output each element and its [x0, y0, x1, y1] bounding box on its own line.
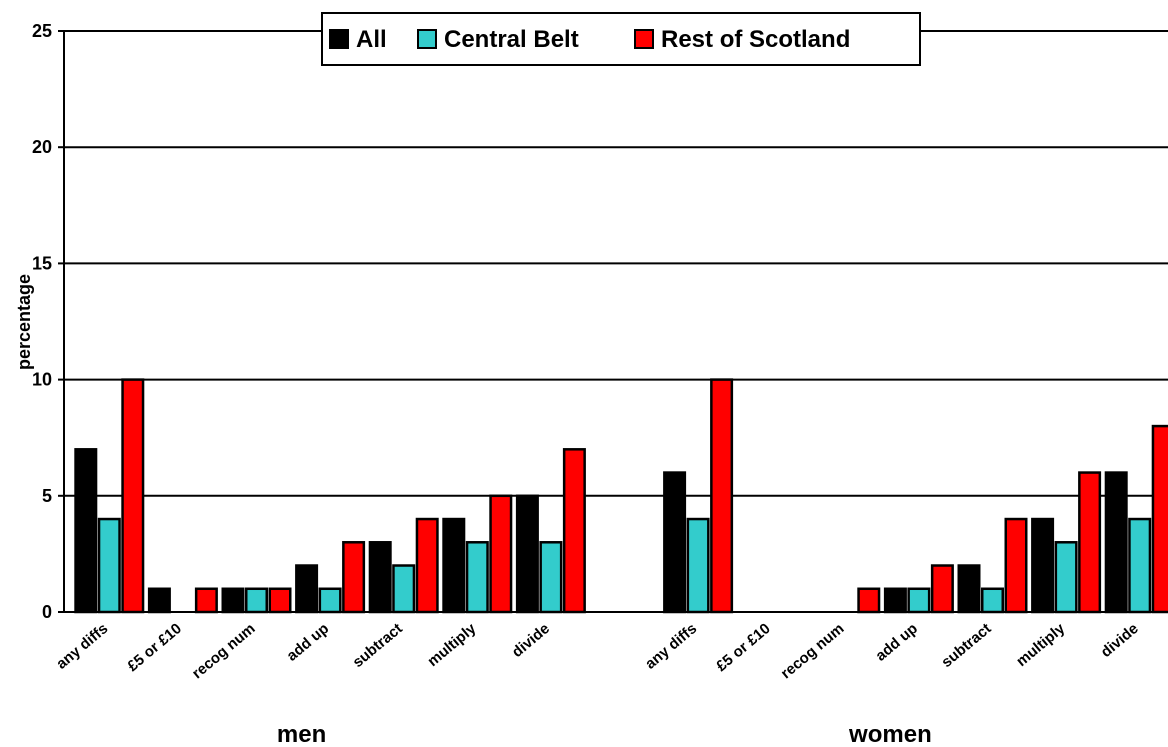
- bar-men-2-3: [342, 541, 366, 614]
- bar-men-0-6: [515, 494, 539, 614]
- axes: [63, 31, 1168, 613]
- y-tick-label: 20: [32, 137, 52, 157]
- x-tick-label: add up: [872, 620, 921, 665]
- bar-men-1-2: [245, 587, 268, 614]
- y-axis-label: percentage: [14, 274, 34, 370]
- bar-women-0-0: [663, 471, 687, 614]
- bar-men-0-5: [442, 517, 466, 614]
- legend: All Central Belt Rest of Scotland: [321, 12, 921, 66]
- x-tick-label: recog num: [778, 620, 848, 682]
- bar-women-1-0: [686, 517, 710, 614]
- bar-women-0-3: [883, 587, 907, 614]
- bar-men-1-0: [97, 517, 121, 614]
- bar-women-2-5: [1078, 471, 1102, 614]
- bar-men-0-2: [221, 587, 245, 614]
- bar-men-0-0: [74, 448, 98, 614]
- bar-men-1-3: [318, 587, 342, 614]
- bar-men-2-5: [489, 494, 513, 614]
- group-labels: men women: [277, 721, 932, 747]
- legend-label-1: Central Belt: [444, 26, 579, 53]
- x-tick-label: add up: [284, 620, 333, 665]
- bar-women-1-3: [907, 587, 931, 614]
- y-tick-label: 15: [32, 253, 52, 273]
- x-axis-ticks: any diffs £5 or £10 recog num add up subtrac…: [53, 620, 1142, 683]
- legend-swatch-0: [329, 29, 349, 49]
- y-tick-label: 25: [32, 21, 52, 41]
- bar-women-2-3: [930, 564, 954, 614]
- bar-men-2-1: [194, 587, 218, 614]
- bar-men-2-4: [415, 517, 439, 614]
- bar-men-1-4: [392, 564, 416, 614]
- bar-men-0-4: [368, 541, 392, 614]
- bar-men-2-0: [121, 378, 145, 614]
- bar-men-2-6: [562, 448, 586, 614]
- bar-women-2-0: [710, 378, 734, 614]
- bar-men-0-3: [295, 564, 319, 614]
- bar-women-2-4: [1004, 517, 1028, 614]
- x-tick-label: £5 or £10: [124, 620, 185, 675]
- bar-men-2-2: [268, 587, 292, 614]
- bar-women-2-6: [1151, 424, 1168, 614]
- x-tick-label: subtract: [938, 620, 994, 671]
- x-tick-label: divide: [1098, 620, 1142, 661]
- bar-women-1-6: [1128, 517, 1152, 614]
- x-tick-label: any diffs: [642, 620, 700, 673]
- group-label-men: men: [277, 721, 326, 747]
- bar-women-0-4: [957, 564, 981, 614]
- gridlines: [64, 30, 1168, 497]
- bar-men-0-1: [147, 587, 171, 614]
- bar-women-1-4: [981, 587, 1004, 614]
- bar-women-1-5: [1054, 541, 1078, 614]
- legend-label-0: All: [356, 26, 387, 53]
- group-label-women: women: [848, 721, 932, 747]
- y-axis-ticks: 0 5 10 15 20 25: [32, 21, 64, 622]
- x-tick-label: £5 or £10: [713, 620, 774, 675]
- x-tick-label: multiply: [424, 620, 479, 670]
- bar-women-0-6: [1104, 471, 1128, 614]
- x-tick-label: subtract: [350, 620, 406, 671]
- legend-swatch-2: [634, 29, 654, 49]
- y-tick-label: 0: [42, 602, 52, 622]
- bar-men-1-6: [539, 541, 563, 614]
- y-tick-label: 10: [32, 370, 52, 390]
- legend-label-2: Rest of Scotland: [661, 26, 850, 53]
- bar-men-1-5: [465, 541, 489, 614]
- x-tick-label: any diffs: [53, 620, 111, 673]
- x-tick-label: recog num: [189, 620, 259, 682]
- y-tick-label: 5: [42, 486, 52, 506]
- x-tick-label: multiply: [1013, 620, 1068, 670]
- x-tick-label: divide: [509, 620, 553, 661]
- bar-women-0-5: [1031, 517, 1055, 614]
- bar-women-2-2: [857, 587, 881, 614]
- legend-swatch-1: [417, 29, 437, 49]
